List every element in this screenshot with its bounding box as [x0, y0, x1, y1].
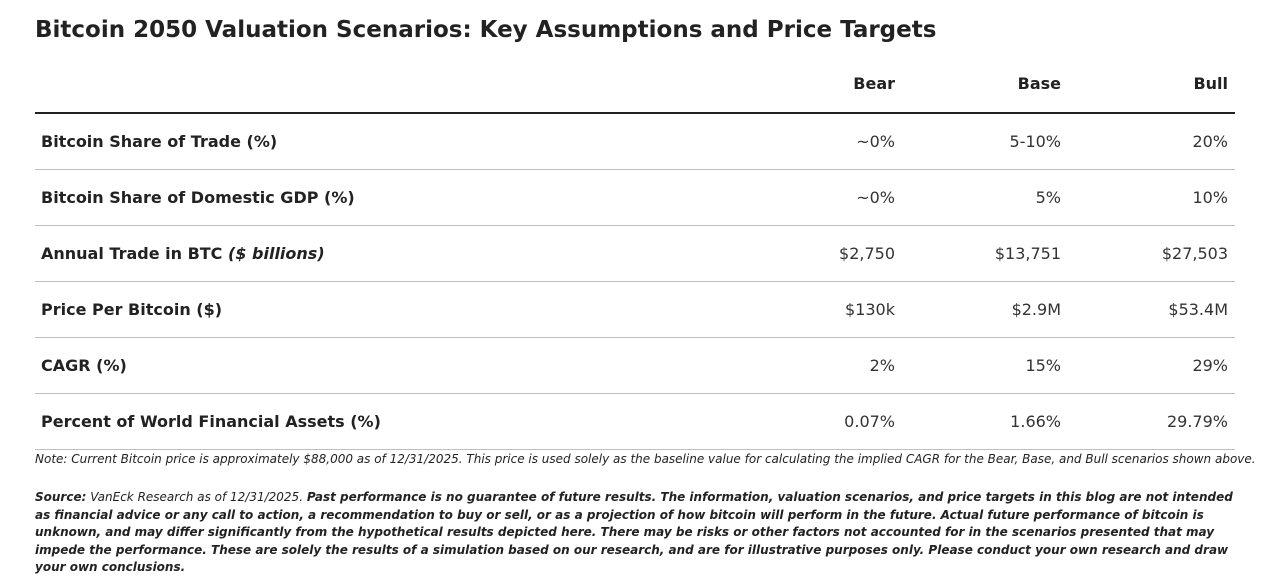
bull-value: $53.4M — [1168, 300, 1228, 319]
table-header-row: Bear Base Bull — [35, 74, 1235, 114]
row-label: Bitcoin Share of Trade (%) — [41, 132, 278, 151]
bull-value: 29.79% — [1166, 412, 1228, 431]
table-note: Note: Current Bitcoin price is approxima… — [35, 452, 1256, 466]
column-header-bull: Bull — [1193, 74, 1228, 93]
bull-value: $27,503 — [1161, 244, 1228, 263]
table-row: Price Per Bitcoin ($) $130k $2.9M $53.4M — [35, 282, 1235, 338]
bull-value: 10% — [1192, 188, 1228, 207]
bull-value: 20% — [1192, 132, 1228, 151]
bull-value: 29% — [1192, 356, 1228, 375]
base-value: 5% — [1035, 188, 1061, 207]
base-value: $2.9M — [1011, 300, 1061, 319]
row-label: Bitcoin Share of Domestic GDP (%) — [41, 188, 355, 207]
bear-value: ~0% — [856, 132, 895, 151]
base-value: $13,751 — [994, 244, 1061, 263]
bear-value: $130k — [845, 300, 895, 319]
row-label-unit: ($ billions) — [228, 244, 325, 263]
source-prefix: Source: — [35, 490, 87, 504]
row-label: Annual Trade in BTC ($ billions) — [41, 244, 325, 263]
base-value: 1.66% — [1010, 412, 1061, 431]
row-label: Price Per Bitcoin ($) — [41, 300, 223, 319]
table-row: Bitcoin Share of Domestic GDP (%) ~0% 5%… — [35, 170, 1235, 226]
column-header-bear: Bear — [853, 74, 895, 93]
bear-value: $2,750 — [839, 244, 895, 263]
source-text: VanEck Research as of 12/31/2025. — [86, 490, 307, 504]
base-value: 15% — [1025, 356, 1061, 375]
base-value: 5-10% — [1009, 132, 1061, 151]
table-row: Percent of World Financial Assets (%) 0.… — [35, 394, 1235, 450]
bear-value: 0.07% — [844, 412, 895, 431]
row-label: CAGR (%) — [41, 356, 127, 375]
column-header-base: Base — [1017, 74, 1061, 93]
bear-value: 2% — [869, 356, 895, 375]
disclaimer-text: Past performance is no guarantee of futu… — [35, 490, 1233, 575]
table-row: CAGR (%) 2% 15% 29% — [35, 338, 1235, 394]
bear-value: ~0% — [856, 188, 895, 207]
row-label: Percent of World Financial Assets (%) — [41, 412, 381, 431]
source-disclaimer: Source: VanEck Research as of 12/31/2025… — [35, 489, 1235, 577]
page-title: Bitcoin 2050 Valuation Scenarios: Key As… — [35, 17, 937, 43]
table-row: Annual Trade in BTC ($ billions) $2,750 … — [35, 226, 1235, 282]
table-row: Bitcoin Share of Trade (%) ~0% 5-10% 20% — [35, 114, 1235, 170]
